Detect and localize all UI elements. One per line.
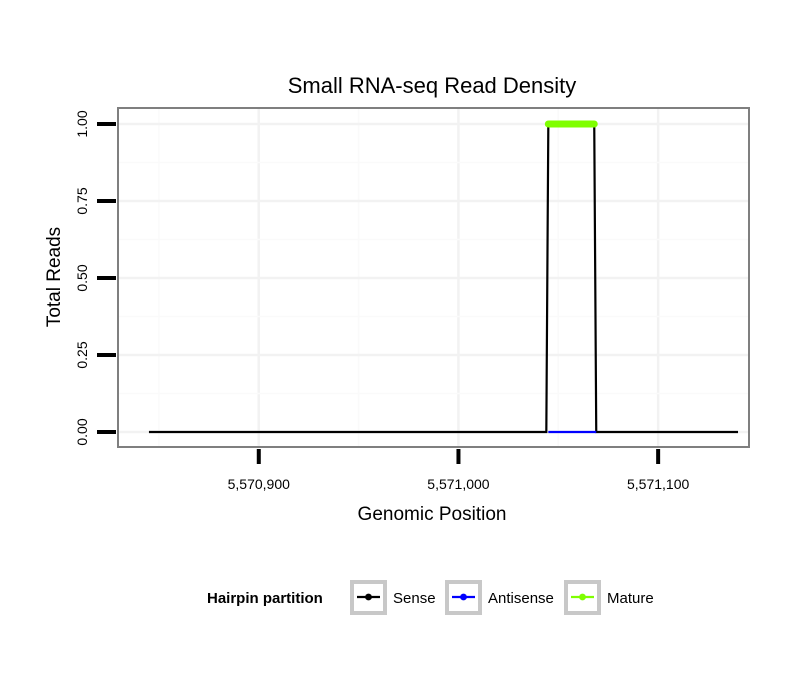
y-tick-label-1-00: 1.00 xyxy=(74,110,90,137)
x-tick-label-5,570,900: 5,570,900 xyxy=(228,476,290,492)
legend-label-sense: Sense xyxy=(393,590,436,607)
legend-key-point-sense xyxy=(365,593,372,601)
legend: Hairpin partition Sense Antisense Mature xyxy=(207,580,654,615)
legend-label-mature: Mature xyxy=(607,590,654,607)
series-layer xyxy=(148,120,739,434)
chart-title: Small RNA-seq Read Density xyxy=(288,73,577,98)
x-tick-label-5,571,100: 5,571,100 xyxy=(627,476,689,492)
grid-layer xyxy=(119,109,748,446)
x-tick-label-5,571,000: 5,571,000 xyxy=(427,476,489,492)
legend-label-antisense: Antisense xyxy=(488,590,554,607)
y-tick-label-0-50: 0.50 xyxy=(74,264,90,291)
x-axis-title: Genomic Position xyxy=(358,504,507,525)
y-axis-title: Total Reads xyxy=(44,227,65,327)
legend-key-point-mature xyxy=(579,593,586,601)
legend-key-point-antisense xyxy=(460,593,467,601)
plot-panel-border xyxy=(117,107,750,448)
axis-layer: 5,570,900 5,571,000 5,571,100 0.00 0.25 0.50 0… xyxy=(74,110,689,492)
y-tick-label-0-25: 0.25 xyxy=(74,341,90,368)
y-tick-label-0-00: 0.00 xyxy=(74,418,90,445)
legend-items: Sense Antisense Mature xyxy=(350,580,654,615)
y-tick-label-0-75: 0.75 xyxy=(74,187,90,214)
legend-title: Hairpin partition xyxy=(207,590,323,607)
